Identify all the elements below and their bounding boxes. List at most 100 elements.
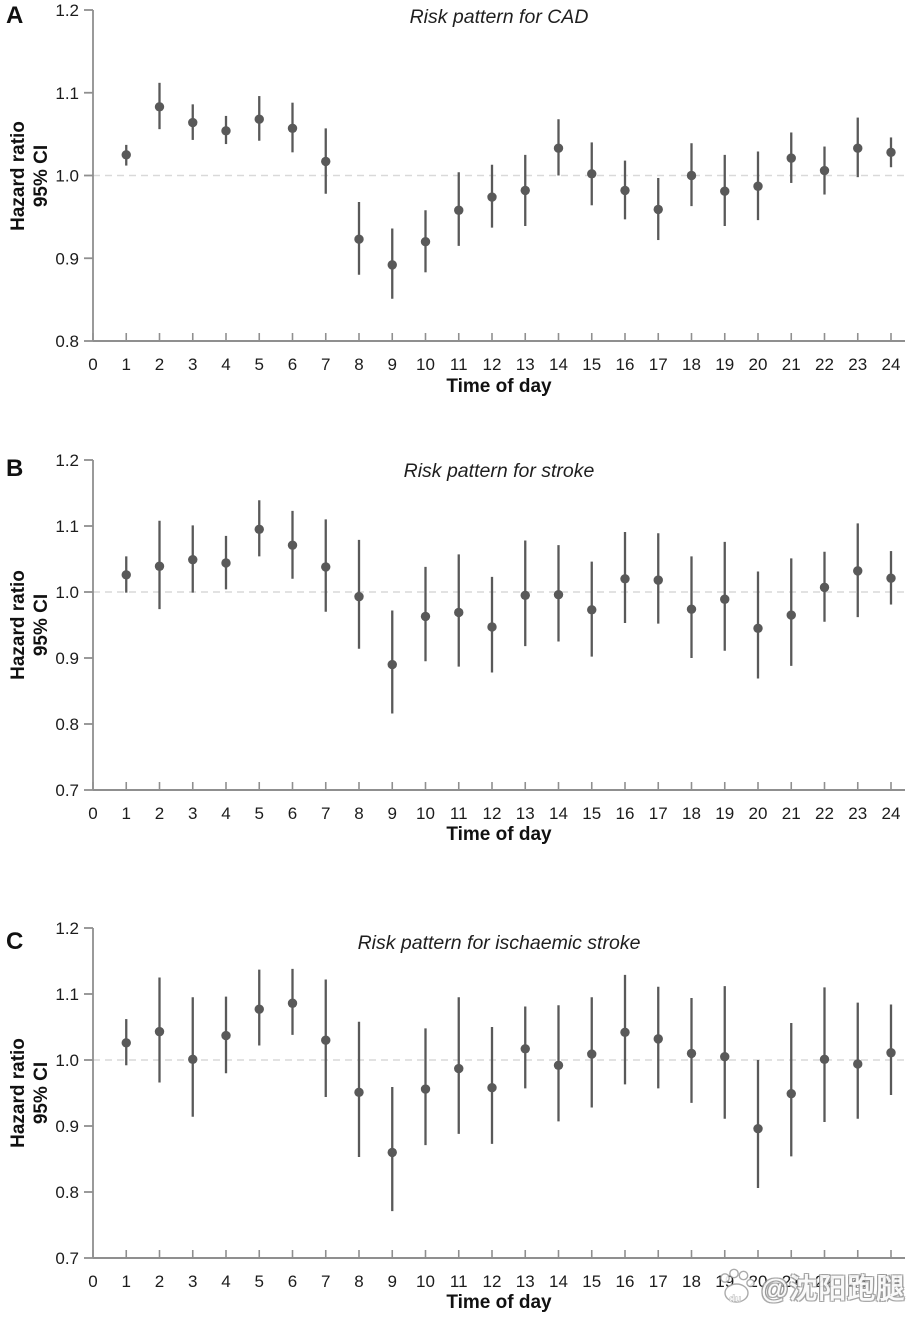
y-tick-label: 1.2 bbox=[55, 919, 79, 938]
x-tick-label: 21 bbox=[782, 1272, 801, 1291]
y-axis-label-line1: Hazard ratio bbox=[7, 570, 29, 680]
x-tick-label: 8 bbox=[354, 1272, 363, 1291]
hr-point bbox=[387, 659, 397, 670]
hr-point bbox=[720, 594, 730, 604]
x-axis-label: Time of day bbox=[446, 1292, 552, 1313]
x-tick-label: 10 bbox=[416, 1272, 435, 1291]
x-tick-label: 22 bbox=[815, 804, 834, 823]
hr-point bbox=[886, 147, 896, 158]
y-tick-label: 0.8 bbox=[55, 715, 79, 734]
x-tick-label: 2 bbox=[155, 1272, 164, 1291]
panel-cad: 0.8 0.9 1.0 1.1 1.2 0 1 2 3 4 5 6 7 8 9 10 11 12 13 14 15 16 1… bbox=[0, 0, 910, 420]
hr-point bbox=[154, 1026, 165, 1037]
x-tick-label: 6 bbox=[288, 1272, 297, 1291]
y-axis-label: Hazard ratio 95% CI bbox=[7, 570, 53, 680]
x-tick-label: 9 bbox=[388, 355, 397, 374]
hr-point bbox=[287, 123, 298, 134]
x-tick-label: 18 bbox=[682, 355, 701, 374]
x-tick-label: 14 bbox=[549, 804, 568, 823]
plot-area-stroke: 0.70.80.91.01.11.20 1 2 3 4 5 6 7 8 9 10 11 12 13 14 15… bbox=[55, 451, 905, 823]
hr-point bbox=[819, 1054, 830, 1065]
hr-point bbox=[121, 1038, 131, 1048]
hr-point bbox=[520, 1044, 530, 1054]
hr-point bbox=[587, 605, 597, 615]
hr-point bbox=[321, 156, 331, 167]
hr-point bbox=[121, 150, 131, 160]
hr-point bbox=[221, 126, 231, 136]
hr-point bbox=[587, 169, 597, 179]
x-tick-label: 23 bbox=[848, 804, 867, 823]
x-tick-label: 11 bbox=[450, 804, 468, 823]
x-tick-label: 5 bbox=[255, 804, 264, 823]
watermark: du @沈阳跑腿 bbox=[716, 1266, 905, 1308]
x-tick-label: 19 bbox=[715, 804, 734, 823]
plot-area-cad: 0.80.91.01.11.20 1 2 3 4 5 6 7 8 9 10 11 12 13 14 15 16 1… bbox=[55, 1, 905, 374]
x-tick-label: 13 bbox=[516, 355, 535, 374]
y-tick-label: 1.1 bbox=[55, 84, 79, 103]
x-tick-label: 11 bbox=[450, 1272, 468, 1291]
x-tick-label: 1 bbox=[122, 1272, 131, 1291]
paw-icon: du bbox=[720, 1268, 755, 1305]
hr-point bbox=[620, 1027, 630, 1037]
y-axis-label-line2: 95% CI bbox=[31, 593, 52, 657]
hr-point bbox=[354, 1087, 364, 1098]
panel-letter: B bbox=[6, 455, 24, 482]
x-tick-label: 4 bbox=[221, 1272, 230, 1291]
hr-point bbox=[520, 590, 530, 600]
hr-point bbox=[686, 604, 697, 614]
x-tick-label: 17 bbox=[649, 355, 668, 374]
x-tick-label: 10 bbox=[416, 804, 435, 823]
hr-point bbox=[454, 205, 464, 215]
hr-point bbox=[454, 607, 464, 618]
y-tick-label: 1.1 bbox=[55, 985, 79, 1004]
hr-point bbox=[653, 575, 663, 585]
x-tick-label: 15 bbox=[582, 355, 601, 374]
hr-point bbox=[853, 566, 863, 576]
x-tick-label: 22 bbox=[815, 1272, 834, 1291]
hr-point bbox=[487, 192, 497, 202]
y-axis-label-line2: 95% CI bbox=[31, 1061, 52, 1125]
hr-point bbox=[188, 117, 198, 128]
hr-point bbox=[819, 165, 830, 176]
x-tick-label: 20 bbox=[749, 355, 768, 374]
y-axis-label: Hazard ratio 95% CI bbox=[7, 1038, 53, 1148]
x-tick-label: 5 bbox=[255, 355, 264, 374]
hr-point bbox=[520, 185, 530, 196]
plot-area-ischaemic-stroke: 0.70.80.91.01.11.20 1 2 3 4 5 6 7 8 9 10 11 12 13 14 15… bbox=[55, 919, 905, 1291]
x-tick-label: 7 bbox=[321, 1272, 330, 1291]
hr-point bbox=[420, 611, 431, 622]
hr-point bbox=[254, 1004, 264, 1014]
y-tick-label: 0.8 bbox=[55, 1183, 79, 1202]
x-tick-label: 18 bbox=[682, 1272, 701, 1291]
paw-sub-text: du bbox=[729, 1294, 741, 1305]
hr-point bbox=[853, 1059, 863, 1069]
hr-point bbox=[886, 1048, 896, 1058]
hr-point bbox=[653, 204, 663, 215]
y-tick-label: 0.9 bbox=[55, 249, 79, 268]
y-tick-label: 0.8 bbox=[55, 332, 79, 351]
x-tick-label: 20 bbox=[749, 804, 768, 823]
y-tick-label: 1.2 bbox=[55, 1, 79, 20]
hr-point bbox=[620, 185, 630, 196]
hr-point bbox=[753, 623, 763, 633]
x-tick-label: 4 bbox=[221, 804, 230, 823]
panel-stroke: 0.7 0.8 0.9 1.0 1.1 1.2 0 1 2 3 4 5 6 7 8 9 10 11 12 13 14 15… bbox=[0, 440, 910, 860]
x-tick-label: 24 bbox=[882, 1272, 901, 1291]
x-tick-label: 3 bbox=[188, 804, 197, 823]
hr-point bbox=[553, 589, 564, 600]
hr-point bbox=[487, 1083, 497, 1093]
hr-point bbox=[387, 260, 397, 270]
y-axis-label-line1: Hazard ratio bbox=[7, 1038, 29, 1148]
panel-letter: A bbox=[6, 2, 24, 29]
x-tick-label: 14 bbox=[549, 1272, 568, 1291]
x-tick-label: 2 bbox=[155, 804, 164, 823]
hr-point bbox=[819, 582, 830, 593]
x-tick-label: 14 bbox=[549, 355, 568, 374]
x-axis-label: Time of day bbox=[446, 824, 552, 845]
x-tick-label: 15 bbox=[582, 804, 601, 823]
chart-title: Risk pattern for ischaemic stroke bbox=[357, 932, 641, 954]
x-tick-label: 9 bbox=[388, 1272, 397, 1291]
x-tick-label: 19 bbox=[715, 355, 734, 374]
hr-point bbox=[321, 1035, 331, 1045]
